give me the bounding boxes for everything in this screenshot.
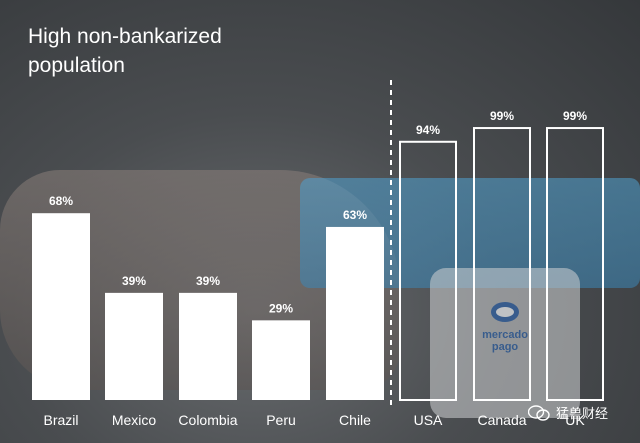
watermark: 猛兽财经 — [528, 403, 608, 422]
bar-canada — [473, 127, 531, 401]
wechat-icon — [528, 404, 550, 421]
value-label-peru: 29% — [269, 301, 293, 315]
bar-brazil — [32, 213, 90, 400]
value-label-colombia: 39% — [196, 274, 220, 288]
value-label-brazil: 68% — [49, 194, 73, 208]
value-label-mexico: 39% — [122, 274, 146, 288]
bar-uk — [546, 127, 604, 401]
bar-usa — [399, 140, 457, 401]
value-label-canada: 99% — [490, 109, 514, 123]
svg-text:mercado: mercado — [482, 329, 528, 341]
mercado-pago-logo: mercado pago — [482, 302, 528, 353]
category-label-mexico: Mexico — [112, 412, 157, 428]
bar-chile — [326, 226, 384, 400]
chart-title-line-2: population — [28, 54, 125, 77]
chart-title: High non-bankarized population — [28, 22, 222, 80]
category-label-uk: UK — [565, 412, 585, 428]
category-label-brazil: Brazil — [43, 412, 78, 428]
svg-text:pago: pago — [492, 341, 519, 353]
bar-peru — [252, 320, 310, 400]
value-label-chile: 63% — [343, 208, 367, 222]
value-label-usa: 94% — [416, 123, 440, 137]
category-label-colombia: Colombia — [178, 412, 237, 428]
category-label-chile: Chile — [339, 412, 371, 428]
watermark-text: 猛兽财经 — [556, 406, 609, 421]
category-label-canada: Canada — [477, 412, 526, 428]
bar-mexico — [105, 292, 163, 400]
chart-title-line-1: High non-bankarized — [28, 25, 222, 48]
value-label-uk: 99% — [563, 109, 587, 123]
bar-colombia — [179, 292, 237, 400]
category-label-peru: Peru — [266, 412, 296, 428]
category-label-usa: USA — [414, 412, 443, 428]
